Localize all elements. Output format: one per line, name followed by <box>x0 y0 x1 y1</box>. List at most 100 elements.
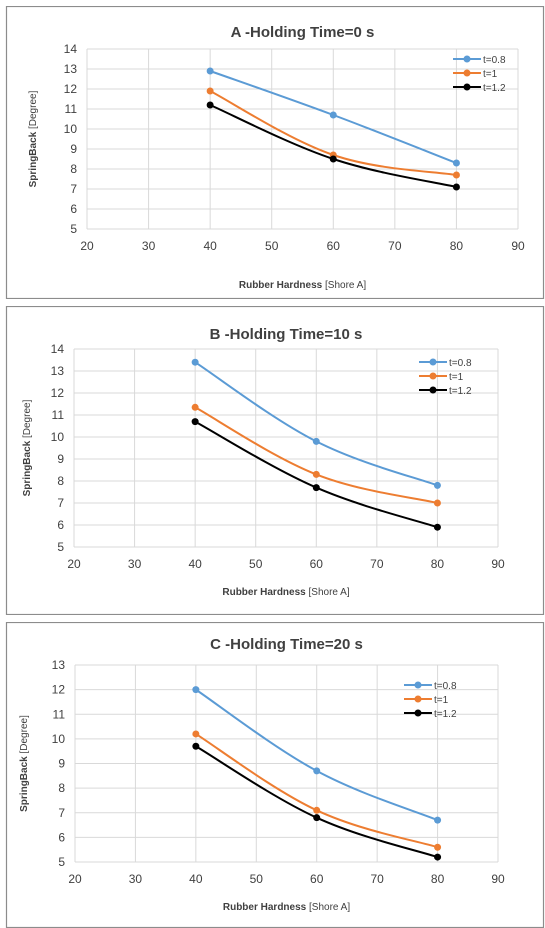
y-tick-label: 11 <box>65 102 78 116</box>
chart-svg: C -Holding Time=20 s 20 30 40 50 60 70 80 90 5 6 7 8… <box>5 622 545 928</box>
y-tick-label: 10 <box>64 122 78 136</box>
legend-marker <box>463 69 471 77</box>
x-tick-label: 70 <box>388 239 402 253</box>
y-tick-label: 12 <box>52 683 66 697</box>
legend-label: t=0.8 <box>449 358 472 369</box>
x-tick-label: 50 <box>250 872 264 886</box>
y-tick-label: 7 <box>70 182 77 196</box>
x-axis-label: Rubber Hardness [Shore A] <box>239 280 366 291</box>
legend-marker <box>429 358 437 366</box>
x-tick-label: 70 <box>370 872 384 886</box>
x-tick-label: 20 <box>80 239 94 253</box>
x-tick-label: 90 <box>491 557 505 571</box>
y-axis-label: SpringBack [Degree] <box>22 399 33 496</box>
x-tick-label: 50 <box>265 239 279 253</box>
data-point <box>434 816 442 824</box>
y-tick-label: 5 <box>70 222 77 236</box>
chart-title: A -Holding Time=0 s <box>231 24 375 41</box>
data-point <box>192 730 200 738</box>
legend-marker <box>429 372 437 380</box>
y-tick-label: 11 <box>53 707 66 721</box>
y-axis-label: SpringBack [Degree] <box>28 90 39 187</box>
legend-label: t=1 <box>434 695 449 706</box>
legend-label: t=0.8 <box>434 681 457 692</box>
y-tick-label: 10 <box>51 430 65 444</box>
legend-marker <box>463 55 471 63</box>
data-point <box>312 484 320 492</box>
legend-label: t=1 <box>483 69 498 80</box>
y-tick-label: 11 <box>52 408 65 422</box>
data-point <box>206 101 214 109</box>
y-tick-label: 9 <box>57 452 64 466</box>
data-point <box>192 686 200 694</box>
data-point <box>452 159 460 167</box>
chart-panel-a: A -Holding Time=0 s 20 30 40 50 60 70 80 90 5 6 7 8 9… <box>0 6 545 299</box>
x-axis-label: Rubber Hardness [Shore A] <box>222 587 349 598</box>
chart-panel-c: C -Holding Time=20 s 20 30 40 50 60 70 80 90 5 6 7 8… <box>0 622 545 928</box>
legend-marker <box>414 709 422 717</box>
y-tick-label: 14 <box>64 42 78 56</box>
x-tick-label: 80 <box>450 239 464 253</box>
x-tick-label: 80 <box>431 872 445 886</box>
legend-label: t=1.2 <box>434 709 457 720</box>
data-point <box>433 499 441 507</box>
y-tick-label: 14 <box>51 342 65 356</box>
y-tick-label: 8 <box>57 474 64 488</box>
chart-frame <box>5 306 545 615</box>
chart-frame <box>5 622 545 928</box>
legend-marker <box>463 83 471 91</box>
legend-marker <box>414 695 422 703</box>
data-point <box>312 437 320 445</box>
y-tick-label: 13 <box>64 62 78 76</box>
y-axis-label: SpringBack [Degree] <box>19 715 30 812</box>
y-tick-label: 12 <box>64 82 78 96</box>
data-point <box>329 111 337 119</box>
data-point <box>452 171 460 179</box>
y-tick-label: 9 <box>58 757 65 771</box>
data-point <box>329 155 337 163</box>
legend-label: t=1 <box>449 372 464 383</box>
x-tick-label: 30 <box>128 557 142 571</box>
y-tick-label: 7 <box>58 806 65 820</box>
chart-title: B -Holding Time=10 s <box>210 326 363 343</box>
chart-svg: B -Holding Time=10 s 20 30 40 50 60 70 80 90 5 6 7 8… <box>5 306 545 615</box>
data-point <box>191 358 199 366</box>
x-tick-label: 40 <box>189 872 203 886</box>
x-tick-label: 40 <box>188 557 202 571</box>
data-point <box>206 87 214 95</box>
chart-frame <box>5 6 545 299</box>
legend-label: t=1.2 <box>449 386 472 397</box>
x-tick-label: 60 <box>310 557 324 571</box>
chart-panel-b: B -Holding Time=10 s 20 30 40 50 60 70 80 90 5 6 7 8… <box>0 306 545 615</box>
data-point <box>191 418 199 426</box>
legend-marker <box>429 386 437 394</box>
x-tick-label: 90 <box>491 872 505 886</box>
x-tick-label: 70 <box>370 557 384 571</box>
chart-title: C -Holding Time=20 s <box>210 636 363 653</box>
y-tick-label: 6 <box>57 518 64 532</box>
x-tick-label: 60 <box>310 872 324 886</box>
x-tick-label: 80 <box>431 557 445 571</box>
x-tick-label: 20 <box>68 872 82 886</box>
y-tick-label: 8 <box>58 781 65 795</box>
data-point <box>433 523 441 531</box>
x-tick-label: 40 <box>203 239 217 253</box>
y-tick-label: 5 <box>57 540 64 554</box>
data-point <box>452 183 460 191</box>
data-point <box>206 67 214 75</box>
y-tick-label: 10 <box>52 732 66 746</box>
x-axis-label: Rubber Hardness [Shore A] <box>223 902 350 913</box>
data-point <box>313 806 321 814</box>
y-tick-label: 12 <box>51 386 65 400</box>
data-point <box>192 742 200 750</box>
y-tick-label: 6 <box>58 830 65 844</box>
x-tick-label: 90 <box>511 239 525 253</box>
x-tick-label: 30 <box>129 872 143 886</box>
y-tick-label: 5 <box>58 855 65 869</box>
legend-label: t=1.2 <box>483 83 506 94</box>
y-tick-label: 13 <box>51 364 65 378</box>
data-point <box>312 470 320 478</box>
data-point <box>313 814 321 822</box>
data-point <box>433 481 441 489</box>
data-point <box>313 767 321 775</box>
